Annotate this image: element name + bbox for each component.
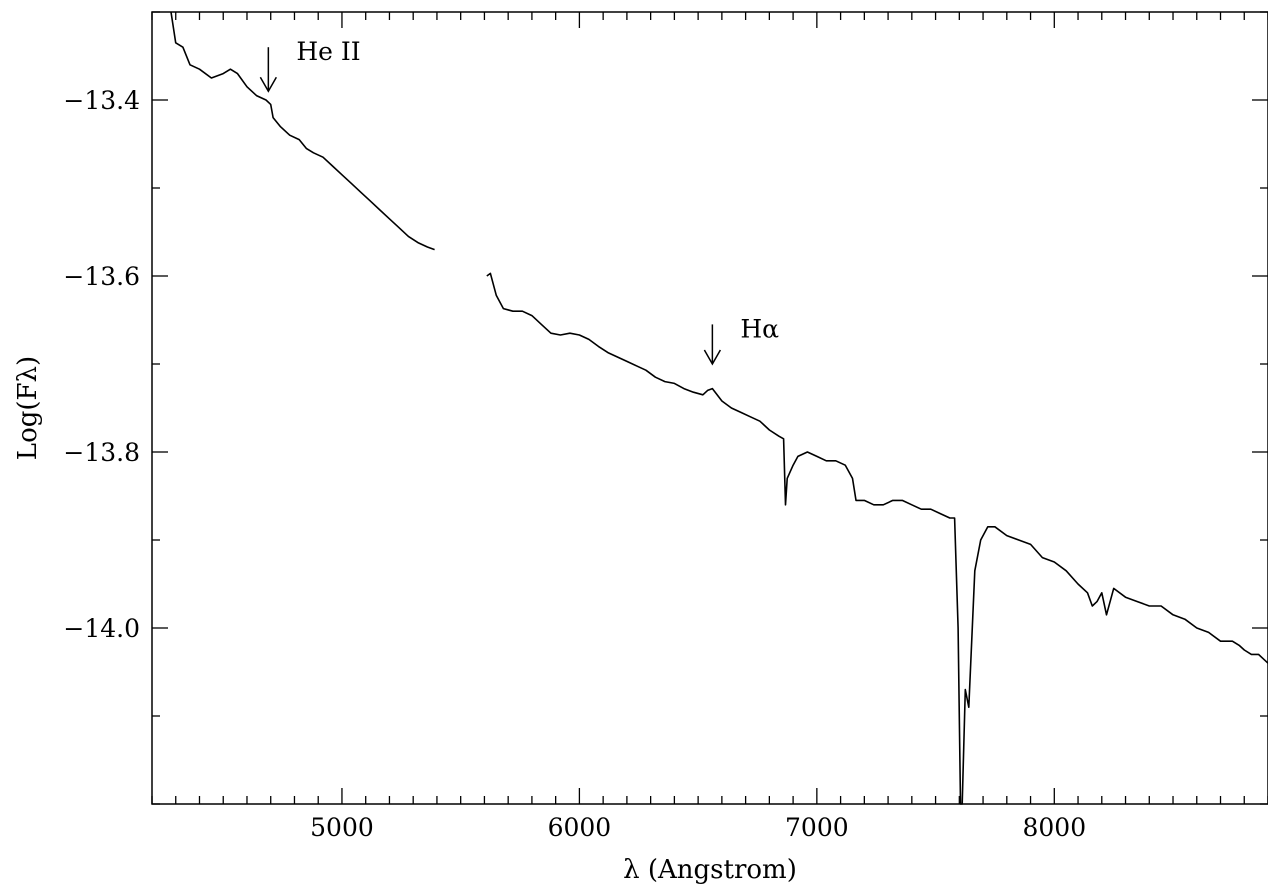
spectrum-segment-2 [486,272,1268,805]
y-tick-label: −13.4 [63,86,140,115]
x-tick-labels: 5000 6000 7000 8000 [310,813,1086,842]
line-annotations: He II Hα [259,37,779,366]
x-tick-label: 5000 [310,813,374,842]
y-axis-title: Log(Fλ) [13,356,43,460]
x-axis-title: λ (Angstrom) [623,855,797,885]
annotation-arrowhead [703,349,722,366]
y-tick-label: −14.0 [63,614,140,643]
x-tick-label: 8000 [1022,813,1086,842]
annotation-label: Hα [740,314,779,343]
annotation-arrowhead [259,76,278,93]
spectrum-segment-1 [170,11,435,251]
spectrum-lines [170,11,1268,805]
axis-ticks [151,11,1268,805]
annotation-label: He II [296,37,360,66]
plot-frame [151,11,1268,805]
y-tick-labels: −13.4 −13.6 −13.8 −14.0 [63,86,140,643]
y-tick-label: −13.6 [63,262,140,291]
y-tick-label: −13.8 [63,438,140,467]
x-tick-label: 6000 [548,813,612,842]
x-tick-label: 7000 [785,813,849,842]
